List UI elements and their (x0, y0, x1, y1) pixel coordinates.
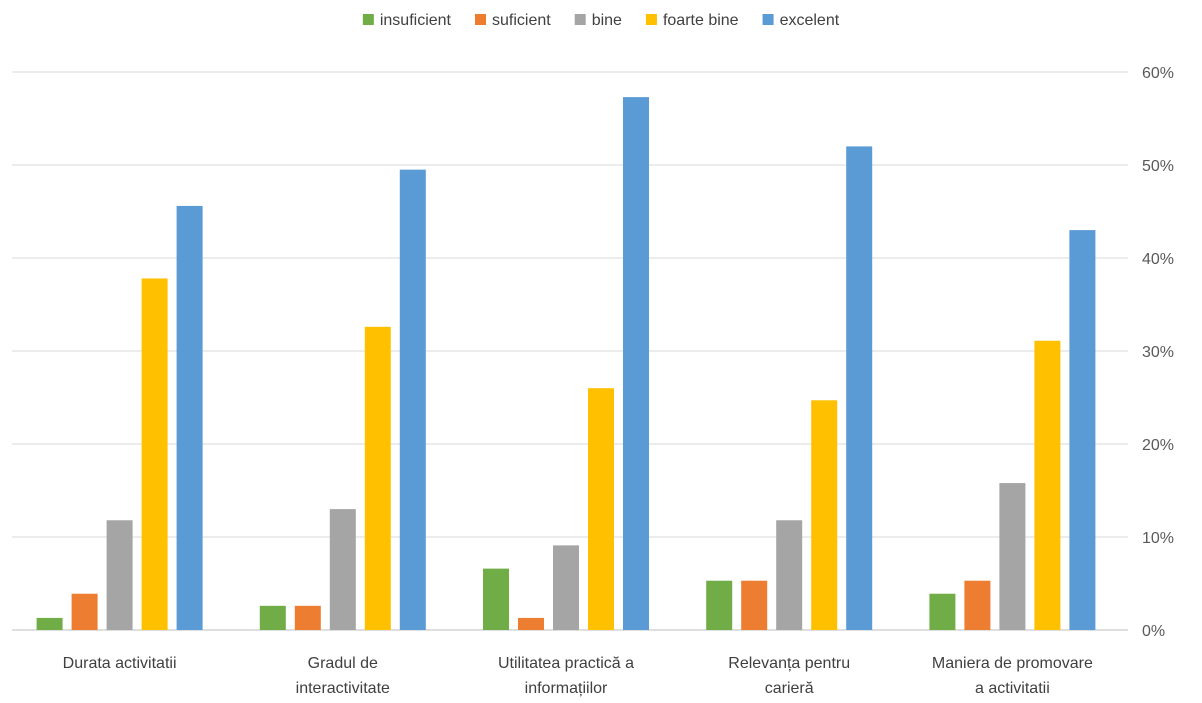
x-category-label: Maniera de promovare a activitatii (932, 655, 1093, 697)
y-tick-label: 0% (1142, 623, 1165, 640)
x-axis-categories: Durata activitatii Gradul de interactivita… (63, 655, 1093, 697)
legend-label: bine (592, 12, 622, 29)
bar-foarte-bine-2 (364, 326, 391, 630)
legend-item-excelent: excelent (762, 12, 840, 29)
bar-bine-4 (776, 520, 803, 630)
bar-excelent-1 (176, 205, 203, 631)
y-tick-label: 40% (1142, 251, 1174, 268)
bar-bine-1 (106, 520, 133, 630)
legend-swatch (574, 14, 586, 25)
y-tick-label: 50% (1142, 158, 1174, 175)
bar-suficient-1 (71, 593, 98, 630)
bar-foarte-bine-3 (588, 388, 614, 630)
bar-suficient-3 (518, 617, 544, 630)
legend-swatch (645, 14, 657, 25)
y-axis: 0% 10% 20% 30% 40% 50% 60% (1142, 65, 1174, 640)
x-category-label: Relevanța pentru carieră (728, 655, 850, 697)
legend-swatch (475, 14, 486, 25)
bar-insuficient-2 (259, 605, 286, 630)
bar-insuficient-4 (706, 580, 733, 630)
bar-suficient-2 (294, 605, 321, 630)
bar-excelent-2 (399, 169, 426, 630)
bar-bine-2 (329, 509, 356, 630)
x-category-label: Gradul de interactivitate (296, 655, 390, 697)
legend-label: suficient (492, 12, 551, 29)
bar-bine-3 (553, 545, 579, 630)
bar-excelent-3 (623, 97, 649, 631)
bar-foarte-bine-4 (811, 400, 838, 630)
bar-foarte-bine-1 (141, 278, 168, 630)
bars (36, 97, 1096, 631)
bar-excelent-4 (846, 146, 873, 630)
x-category-label: Durata activitatii (63, 655, 177, 672)
bar-suficient-4 (741, 580, 768, 630)
legend-item-foarte-bine: foarte bine (645, 12, 739, 29)
x-category-label: Utilitatea practică a informațiilor (498, 655, 634, 697)
y-tick-label: 10% (1142, 530, 1174, 547)
bar-insuficient-5 (929, 593, 956, 630)
y-tick-label: 20% (1142, 437, 1174, 454)
legend-item-bine: bine (574, 12, 622, 29)
bar-suficient-5 (964, 580, 991, 630)
bar-foarte-bine-5 (1034, 340, 1061, 630)
legend-label: foarte bine (663, 12, 739, 29)
legend-label: insuficient (380, 12, 452, 29)
y-tick-label: 30% (1142, 344, 1174, 361)
bar-insuficient-3 (483, 568, 509, 630)
legend-swatch (362, 14, 374, 25)
legend-item-insuficient: insuficient (362, 12, 452, 29)
bar-bine-5 (999, 483, 1026, 630)
legend-swatch (762, 14, 774, 25)
bar-insuficient-1 (36, 617, 63, 630)
legend-item-suficient: suficient (475, 12, 551, 29)
y-tick-label: 60% (1142, 65, 1174, 82)
legend: insuficient suficient bine foarte bine excel… (362, 12, 840, 29)
legend-label: excelent (780, 12, 840, 29)
bar-excelent-5 (1069, 230, 1096, 630)
